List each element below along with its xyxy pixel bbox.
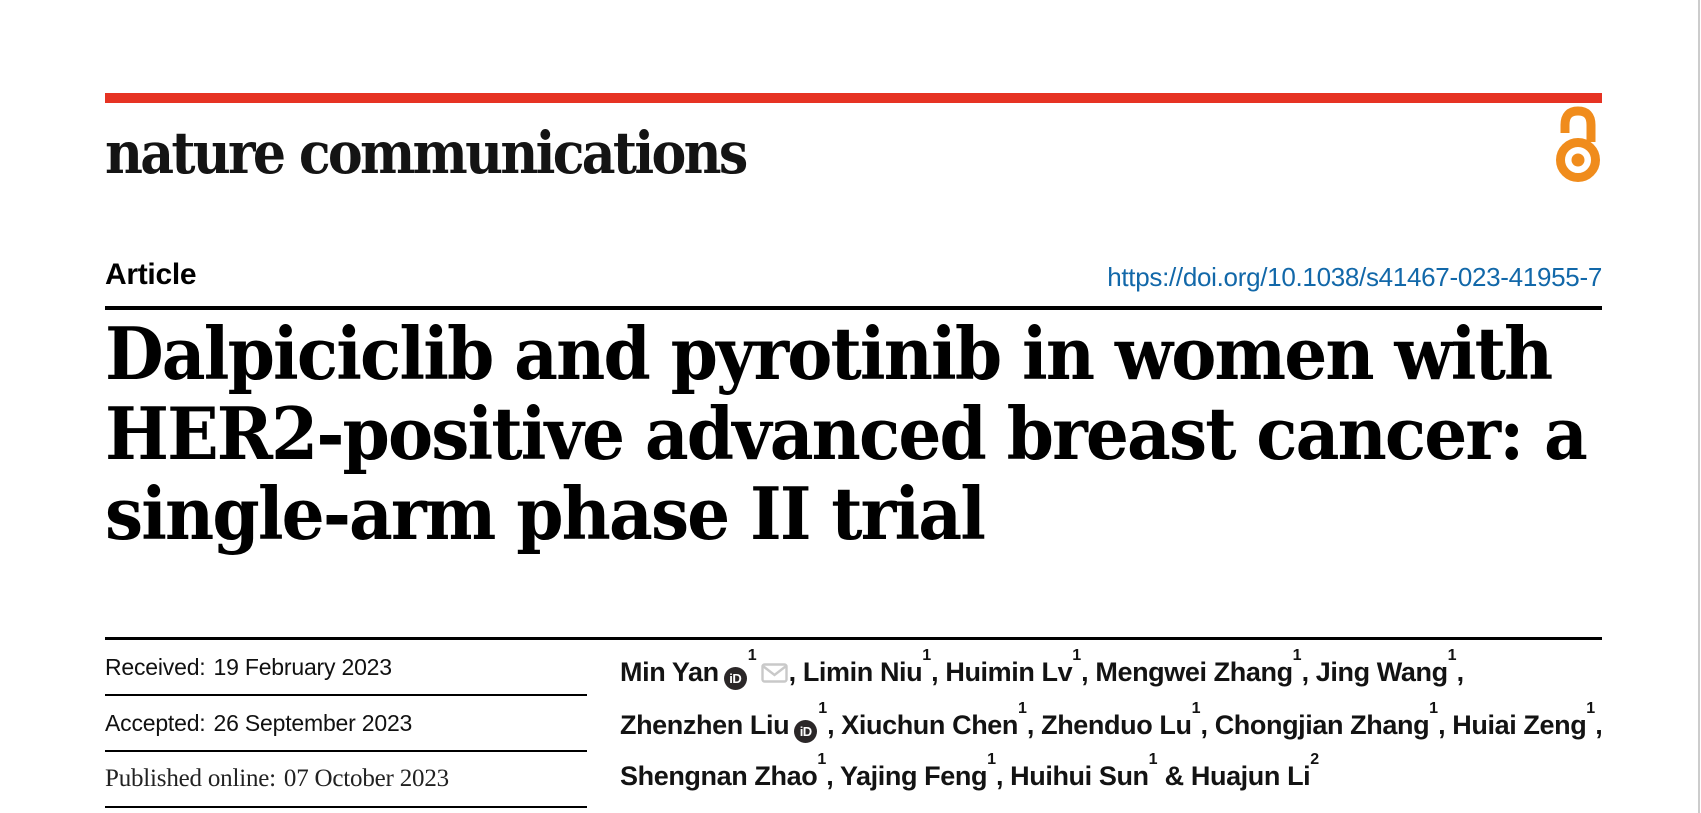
author-affiliation-number: 1: [987, 751, 996, 768]
published-date: 07 October 2023: [283, 765, 449, 792]
journal-brand-bar: [105, 93, 1602, 103]
date-row-accepted: Accepted: 26 September 2023: [105, 696, 587, 752]
page-edge-border: [1698, 0, 1700, 813]
author-name: Min Yan: [620, 657, 719, 687]
orcid-icon[interactable]: iD: [794, 720, 818, 743]
authors-divider-rule: [105, 637, 1602, 640]
author-name: Huihui Sun: [1010, 761, 1149, 791]
author-name: Xiuchun Chen: [841, 710, 1018, 740]
author-name: Huimin Lv: [945, 657, 1073, 687]
title-line-1: Dalpiciclib and pyrotinib in women with: [105, 311, 1553, 396]
author-separator: &: [1157, 761, 1191, 791]
author-affiliation-number: 2: [1310, 751, 1320, 768]
received-date: 19 February 2023: [213, 653, 392, 680]
article-header: nature communications Article https://do…: [105, 0, 1603, 813]
accepted-label: Accepted:: [105, 709, 206, 736]
author-separator: ,: [1081, 657, 1096, 687]
title-line-2: HER2-positive advanced breast cancer: a: [105, 391, 1588, 476]
author-separator: ,: [1438, 710, 1453, 740]
author-affiliation-number: 1: [1148, 751, 1158, 768]
article-history: Received: 19 February 2023 Accepted: 26 …: [105, 640, 587, 808]
title-divider-rule: [105, 306, 1602, 310]
received-label: Received:: [105, 653, 206, 680]
author-affiliation-number: 1: [1018, 700, 1027, 717]
author-affiliation-number: 1: [817, 751, 827, 768]
author-name: Huajun Li: [1190, 761, 1311, 791]
author-list: Min Yan iD1, Limin Niu1, Huimin Lv1, Meng…: [620, 644, 1607, 799]
author-name: Zhenzhen Liu: [620, 710, 790, 740]
email-icon[interactable]: [760, 652, 788, 697]
article-title: Dalpiciclib and pyrotinib in women with …: [105, 314, 1588, 556]
author-name: Shengnan Zhao: [620, 761, 818, 791]
published-label: Published online:: [105, 765, 276, 792]
open-access-icon: [1556, 106, 1600, 189]
author-separator: ,: [827, 710, 842, 740]
journal-logo: nature communications: [105, 119, 748, 187]
date-row-published: Published online: 07 October 2023: [105, 752, 587, 808]
date-row-received: Received: 19 February 2023: [105, 640, 587, 696]
article-type-label: Article: [105, 258, 197, 291]
author-separator: ,: [1301, 657, 1316, 687]
author-affiliation-number: 1: [1586, 700, 1596, 717]
author-separator: ,: [1200, 710, 1215, 740]
author-name: Chongjian Zhang: [1214, 710, 1430, 740]
author-affiliation-number: 1: [747, 647, 757, 664]
orcid-icon[interactable]: iD: [723, 667, 747, 690]
author-separator: ,: [826, 761, 840, 791]
author-separator: ,: [1026, 710, 1042, 740]
author-name: Limin Niu: [802, 657, 923, 687]
author-affiliation-number: 1: [1447, 647, 1457, 664]
author-separator: ,: [1595, 710, 1603, 740]
author-separator: ,: [788, 657, 803, 687]
author-name: Huiai Zeng: [1452, 710, 1587, 740]
author-separator: ,: [1456, 657, 1465, 687]
author-name: Jing Wang: [1315, 657, 1448, 687]
author-affiliation-number: 1: [1429, 700, 1439, 717]
doi-link[interactable]: https://doi.org/10.1038/s41467-023-41955…: [1107, 262, 1602, 292]
author-separator: ,: [995, 761, 1011, 791]
title-line-3: single-arm phase II trial: [105, 471, 986, 556]
author-affiliation-number: 1: [922, 647, 932, 664]
author-affiliation-number: 1: [818, 700, 828, 717]
author-name: Yajing Feng: [839, 761, 988, 791]
accepted-date: 26 September 2023: [213, 709, 413, 736]
author-affiliation-number: 1: [1072, 647, 1082, 664]
author-affiliation-number: 1: [1292, 647, 1302, 664]
author-name: Zhenduo Lu: [1041, 710, 1192, 740]
author-affiliation-number: 1: [1191, 700, 1201, 717]
author-name: Mengwei Zhang: [1095, 657, 1293, 687]
author-separator: ,: [931, 657, 946, 687]
